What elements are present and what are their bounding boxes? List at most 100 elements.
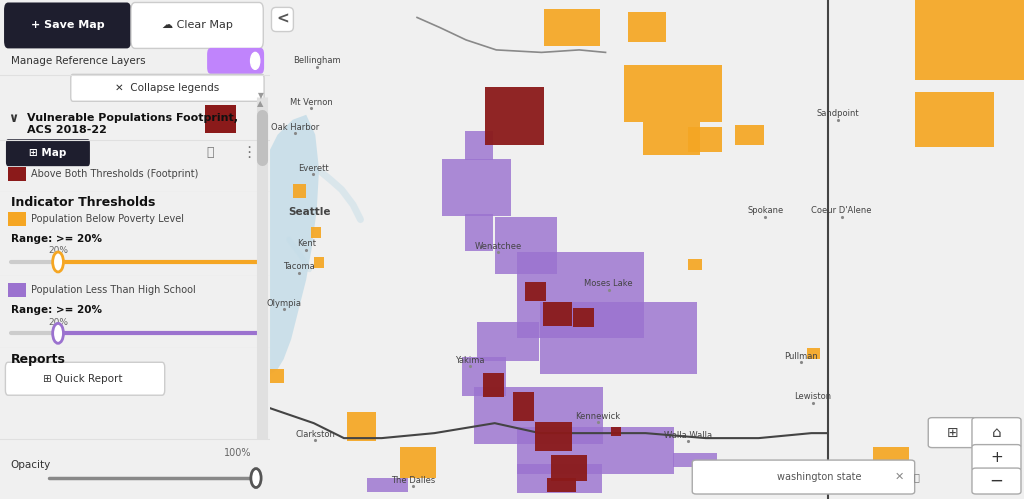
- FancyBboxPatch shape: [5, 362, 165, 395]
- FancyBboxPatch shape: [972, 418, 1021, 448]
- Text: Population Below Poverty Level: Population Below Poverty Level: [31, 214, 184, 224]
- Text: ✕  Collapse legends: ✕ Collapse legends: [116, 83, 219, 93]
- Text: Bellingham: Bellingham: [293, 56, 341, 65]
- Text: Reports: Reports: [11, 353, 66, 366]
- Text: ▼: ▼: [258, 91, 263, 100]
- Text: ✕: ✕: [895, 472, 904, 482]
- Bar: [873, 447, 909, 473]
- Bar: [313, 257, 324, 268]
- Bar: [311, 227, 322, 238]
- Text: Tacoma: Tacoma: [283, 262, 314, 271]
- Bar: [548, 478, 577, 492]
- Text: ☁ Clear Map: ☁ Clear Map: [162, 20, 232, 30]
- Bar: [544, 9, 600, 46]
- Bar: [573, 308, 594, 327]
- Bar: [0, 0, 270, 80]
- Bar: [0, 439, 270, 499]
- Bar: [8, 167, 27, 181]
- Text: +: +: [990, 450, 1002, 465]
- Bar: [914, 92, 994, 147]
- Text: Indicator Thresholds: Indicator Thresholds: [11, 196, 156, 209]
- Text: <: <: [276, 12, 289, 27]
- Text: Coeur D'Alene: Coeur D'Alene: [811, 206, 871, 215]
- Text: Yakima: Yakima: [455, 356, 484, 365]
- Text: Kent: Kent: [297, 239, 315, 248]
- Circle shape: [52, 323, 63, 343]
- Text: ⊞ Quick Report: ⊞ Quick Report: [43, 374, 122, 384]
- Bar: [517, 427, 674, 474]
- Bar: [8, 212, 27, 226]
- FancyBboxPatch shape: [4, 2, 131, 48]
- Bar: [513, 392, 534, 421]
- FancyBboxPatch shape: [692, 460, 914, 494]
- Circle shape: [251, 469, 261, 488]
- Bar: [465, 214, 494, 251]
- Text: Opacity: Opacity: [11, 460, 51, 470]
- Bar: [688, 259, 702, 270]
- Text: Wenatchee: Wenatchee: [475, 242, 522, 251]
- Bar: [465, 131, 494, 160]
- Bar: [442, 159, 511, 216]
- FancyBboxPatch shape: [928, 418, 977, 448]
- Text: Seattle: Seattle: [288, 207, 331, 217]
- Text: ⋮: ⋮: [241, 145, 256, 160]
- Text: Sandpoint: Sandpoint: [816, 109, 859, 118]
- Text: Clarkston: Clarkston: [295, 430, 335, 439]
- Text: ∨: ∨: [8, 112, 18, 125]
- Text: Above Both Thresholds (Footprint): Above Both Thresholds (Footprint): [31, 169, 199, 179]
- Bar: [525, 282, 546, 301]
- Bar: [643, 122, 699, 155]
- Text: Oak Harbor: Oak Harbor: [270, 123, 319, 132]
- Text: Population Less Than High School: Population Less Than High School: [31, 285, 196, 295]
- Text: Mt Vernon: Mt Vernon: [290, 98, 333, 107]
- Bar: [367, 478, 408, 492]
- Bar: [536, 422, 571, 451]
- Text: Manage Reference Layers: Manage Reference Layers: [11, 56, 145, 66]
- FancyBboxPatch shape: [6, 139, 90, 166]
- Bar: [628, 12, 666, 42]
- FancyBboxPatch shape: [71, 74, 264, 101]
- Circle shape: [52, 252, 63, 272]
- Bar: [477, 322, 540, 361]
- Circle shape: [251, 52, 260, 69]
- Text: ⊞: ⊞: [947, 426, 958, 440]
- Bar: [688, 127, 722, 152]
- FancyBboxPatch shape: [131, 2, 263, 48]
- Bar: [270, 369, 284, 383]
- Text: ACS 2018-22: ACS 2018-22: [27, 125, 106, 135]
- Text: Everett: Everett: [298, 164, 329, 173]
- Text: 100%: 100%: [223, 448, 251, 458]
- Text: ⓘ: ⓘ: [207, 146, 214, 159]
- Bar: [540, 302, 696, 374]
- FancyBboxPatch shape: [207, 48, 264, 74]
- Text: washington state: washington state: [776, 472, 861, 482]
- Text: Lewiston: Lewiston: [795, 392, 831, 401]
- Text: Moses Lake: Moses Lake: [585, 279, 633, 288]
- Bar: [543, 302, 571, 326]
- Bar: [551, 455, 587, 481]
- FancyBboxPatch shape: [972, 468, 1021, 494]
- Text: + Save Map: + Save Map: [31, 20, 104, 30]
- Bar: [205, 105, 237, 133]
- Bar: [347, 412, 376, 441]
- Bar: [495, 217, 556, 274]
- Bar: [399, 447, 436, 478]
- Text: Range: >= 20%: Range: >= 20%: [11, 305, 101, 315]
- Bar: [735, 125, 764, 145]
- Bar: [462, 357, 506, 396]
- Bar: [485, 87, 544, 145]
- Bar: [517, 252, 644, 338]
- Text: ▲: ▲: [257, 99, 264, 108]
- Text: 20%: 20%: [48, 318, 68, 327]
- Text: Spokane: Spokane: [748, 206, 783, 215]
- Bar: [611, 427, 622, 436]
- Bar: [914, 0, 1024, 80]
- Text: ⌂: ⌂: [991, 425, 1001, 440]
- Text: Kennewick: Kennewick: [575, 412, 621, 421]
- Bar: [517, 464, 602, 493]
- Text: Vulnerable Populations Footprint,: Vulnerable Populations Footprint,: [27, 113, 238, 123]
- Bar: [482, 373, 504, 397]
- Text: 🔍: 🔍: [914, 472, 920, 482]
- Bar: [674, 453, 717, 467]
- Text: −: −: [989, 472, 1004, 490]
